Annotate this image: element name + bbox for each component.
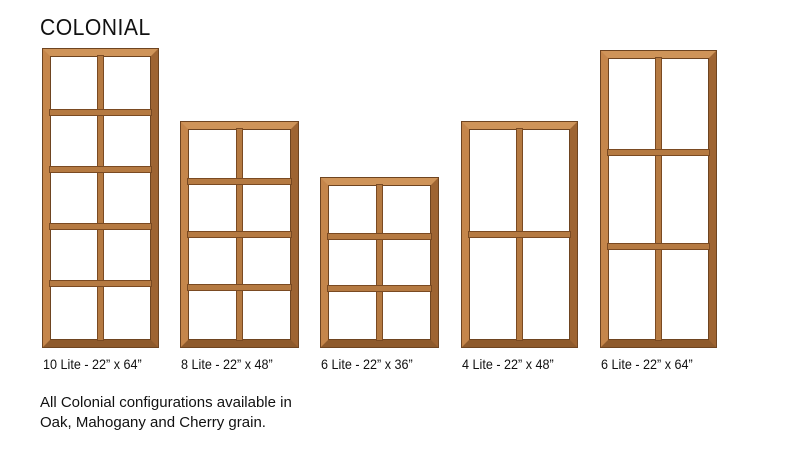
muntin-vertical	[656, 58, 661, 340]
muntin-horizontal	[469, 232, 570, 237]
availability-note: All Colonial configurations available in…	[40, 393, 360, 433]
muntin-vertical	[98, 56, 103, 340]
availability-note-line-1: All Colonial configurations available in	[40, 394, 292, 411]
window-6-lite-64	[601, 51, 716, 347]
muntin-horizontal	[328, 234, 431, 240]
muntin-horizontal	[50, 280, 151, 286]
muntin-horizontal	[50, 167, 151, 173]
page-title: COLONIAL	[40, 14, 151, 40]
muntin-horizontal	[188, 179, 291, 185]
caption-6-lite-36: 6 Lite - 22” x 36”	[321, 356, 413, 372]
muntin-horizontal	[188, 284, 291, 290]
caption-4-lite-48: 4 Lite - 22” x 48”	[462, 356, 554, 372]
muntin-horizontal	[188, 232, 291, 237]
window-10-lite	[43, 49, 158, 347]
window-8-lite-48	[181, 122, 298, 347]
caption-10-lite: 10 Lite - 22” x 64”	[43, 356, 142, 372]
muntin-horizontal	[608, 243, 709, 249]
window-4-lite-48	[462, 122, 577, 347]
caption-8-lite-48: 8 Lite - 22” x 48”	[181, 356, 273, 372]
muntin-horizontal	[50, 223, 151, 229]
caption-6-lite-64: 6 Lite - 22” x 64”	[601, 356, 693, 372]
muntin-horizontal	[328, 285, 431, 291]
window-6-lite-36	[321, 178, 438, 347]
muntin-horizontal	[50, 110, 151, 116]
muntin-horizontal	[608, 149, 709, 155]
availability-note-line-2: Oak, Mahogany and Cherry grain.	[40, 414, 266, 431]
muntin-vertical	[377, 185, 382, 340]
